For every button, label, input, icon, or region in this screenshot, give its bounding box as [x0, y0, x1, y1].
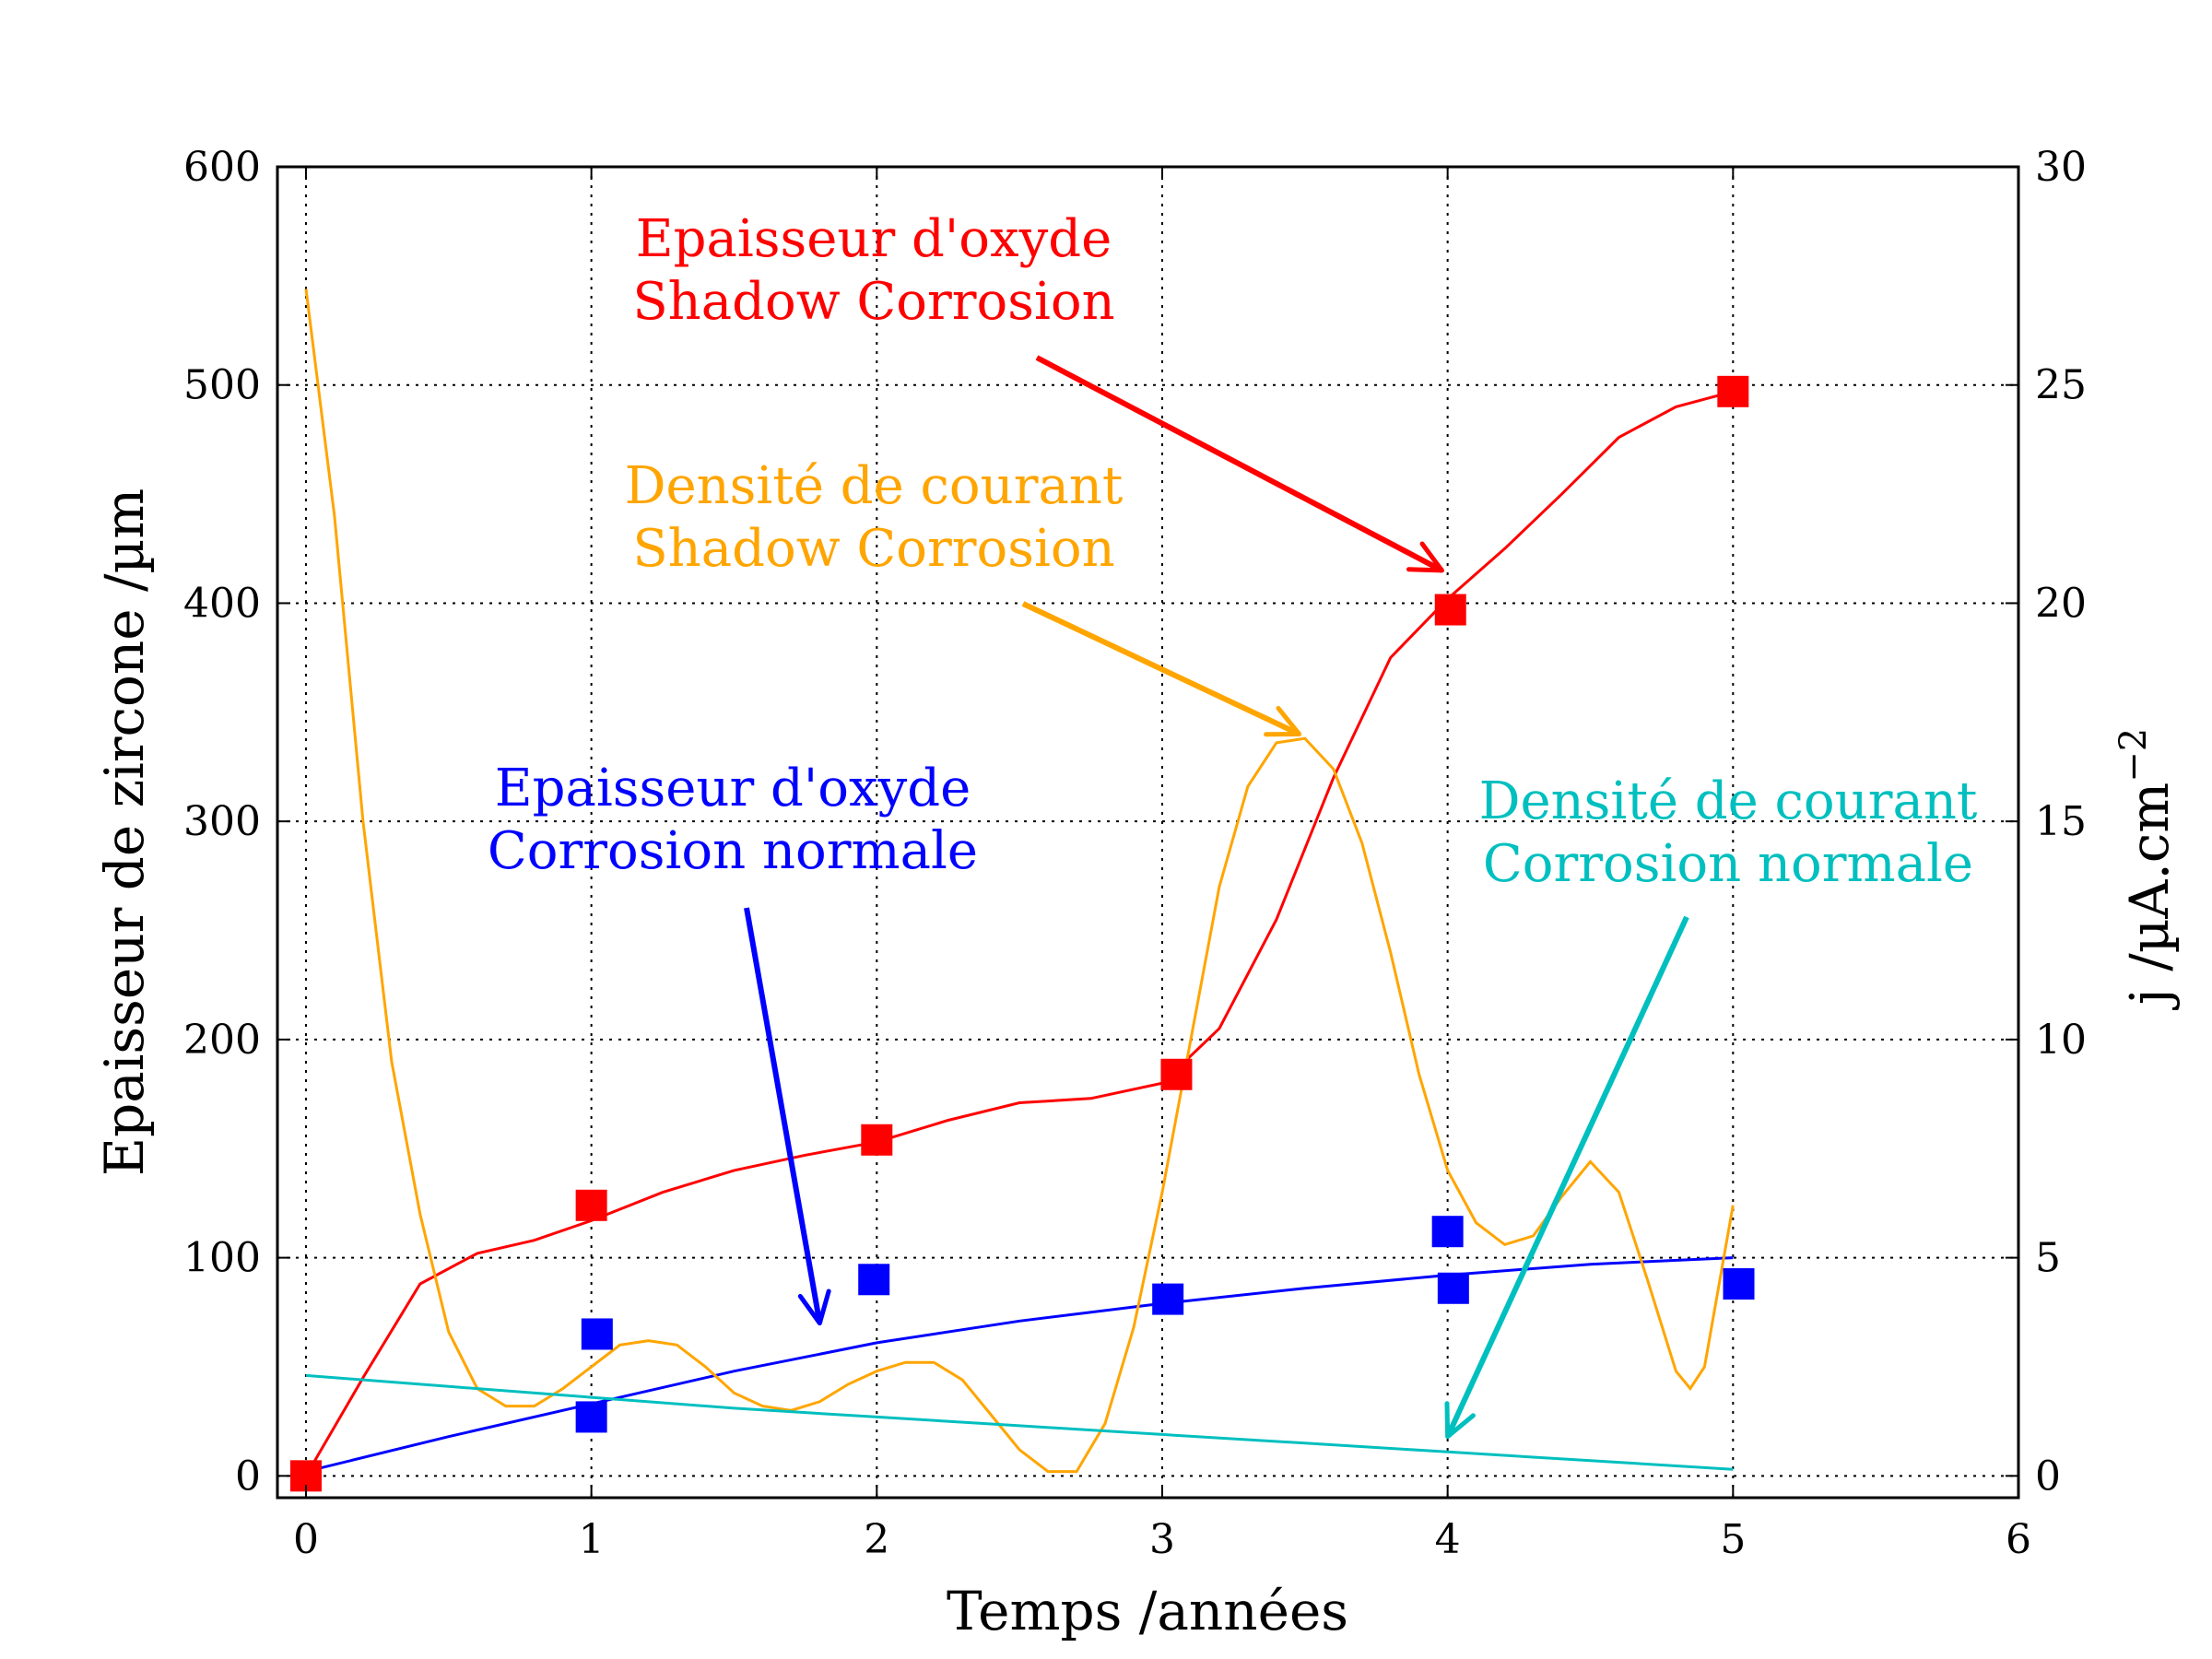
annotation-arrow-shadow_oxide: [1035, 355, 1443, 573]
marker-normal_oxide: [581, 1318, 613, 1350]
annotation-arrow-shadow_current: [1021, 601, 1300, 737]
annotation-normal-current-line-1: Densité de courant: [1479, 771, 1978, 831]
y2-tick-label: 10: [2035, 1017, 2087, 1064]
y2-tick-label: 30: [2035, 144, 2087, 191]
x-tick-label: 6: [2006, 1516, 2031, 1563]
x-tick-label: 3: [1149, 1516, 1175, 1563]
series-line-shadow_oxide: [304, 390, 1734, 1477]
series-line-normal_oxide: [305, 1256, 1734, 1474]
x-tick-label: 5: [1720, 1516, 1746, 1563]
x-tick-label: 2: [864, 1516, 889, 1563]
marker-normal_oxide: [1152, 1283, 1184, 1315]
annotation-shadow-oxide-line-1: Epaisseur d'oxyde: [636, 209, 1112, 269]
marker-normal_oxide: [1723, 1268, 1755, 1300]
series-curves: [304, 288, 1735, 1477]
y-tick-label: 400: [183, 580, 261, 627]
marker-shadow_oxide: [1434, 594, 1466, 626]
marker-shadow_oxide: [861, 1124, 893, 1156]
annotation-arrows: [744, 355, 1689, 1440]
series-markers: [289, 375, 1755, 1492]
annotation-arrow-normal_current: [1444, 915, 1689, 1438]
annotation-shadow-current-line-2: Shadow Corrosion: [632, 519, 1114, 579]
marker-normal_oxide: [1437, 1272, 1469, 1304]
annotation-arrowhead-normal_oxide: [797, 1288, 831, 1326]
marker-normal_oxide: [1431, 1216, 1464, 1248]
x-tick-label: 0: [293, 1516, 319, 1563]
y-tick-label: 300: [183, 798, 261, 845]
annotation-arrow-normal_oxide: [744, 907, 823, 1324]
y2-tick-label: 5: [2035, 1235, 2061, 1282]
x-tick-label: 4: [1435, 1516, 1461, 1563]
annotation-arrowhead-normal_current: [1444, 1401, 1476, 1440]
x-tick-label: 1: [579, 1516, 605, 1563]
series-line-shadow_current: [304, 288, 1735, 1474]
annotation-arrowhead-shadow_current: [1264, 705, 1302, 737]
y-tick-label: 0: [235, 1453, 261, 1500]
y2-axis-label: j /µA.cm−2: [2112, 728, 2181, 1010]
marker-normal_oxide: [575, 1401, 607, 1433]
annotation-texts: Epaisseur d'oxyde Shadow Corrosion Densi…: [488, 209, 1978, 894]
y2-tick-label: 25: [2035, 362, 2087, 409]
annotation-normal-oxide-line-2: Corrosion normale: [488, 821, 978, 881]
plot-frame: [276, 165, 2020, 1500]
axis-ticks: [277, 166, 2019, 1498]
annotation-shadow-oxide-line-2: Shadow Corrosion: [632, 272, 1114, 332]
y2-tick-label: 20: [2035, 580, 2087, 627]
y2-tick-label: 15: [2035, 798, 2087, 845]
y-tick-label: 200: [183, 1017, 261, 1064]
y-tick-label: 100: [183, 1235, 261, 1282]
y-axis-label: Epaisseur de zircone /µm: [93, 488, 156, 1176]
annotation-shadow-current-line-1: Densité de courant: [625, 456, 1124, 516]
x-axis-label: Temps /années: [947, 1580, 1348, 1642]
annotation-normal-oxide-line-1: Epaisseur d'oxyde: [495, 759, 971, 818]
y2-axis-label-text: j /µA.cm: [2118, 782, 2181, 1010]
series-line-normal_current: [305, 1373, 1734, 1471]
marker-shadow_oxide: [1717, 375, 1749, 407]
marker-shadow_oxide: [575, 1189, 607, 1221]
marker-normal_oxide: [858, 1264, 890, 1296]
y-tick-label: 600: [183, 144, 261, 191]
annotation-normal-current-line-2: Corrosion normale: [1483, 834, 1973, 894]
marker-shadow_oxide: [1160, 1058, 1193, 1090]
y-tick-label: 500: [183, 362, 261, 409]
y2-axis-label-exponent: −2: [2112, 728, 2155, 782]
annotation-arrowhead-shadow_oxide: [1406, 541, 1444, 573]
y2-tick-label: 0: [2035, 1453, 2061, 1500]
